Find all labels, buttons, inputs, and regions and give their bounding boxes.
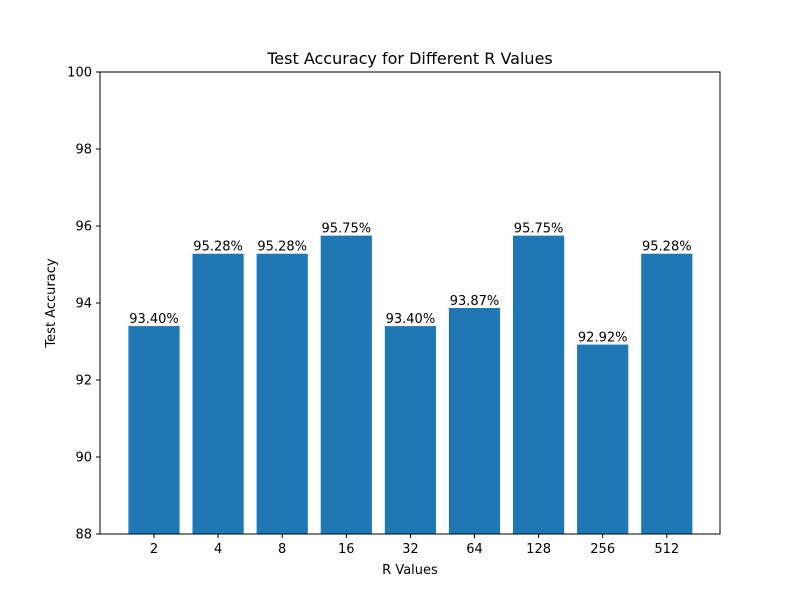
bar-value-label: 93.40% (129, 312, 179, 327)
y-axis-label: Test Accuracy (44, 258, 59, 348)
bar-4 (192, 253, 244, 534)
y-tick-label: 94 (75, 297, 92, 312)
bar-64 (448, 308, 501, 534)
y-tick-label: 92 (75, 374, 92, 389)
x-axis-ticks: 2 4 8 16 32 64 128 256 512 (150, 534, 679, 557)
x-tick-label: 16 (338, 542, 355, 557)
bar-16 (320, 235, 372, 535)
x-axis-label: R Values (382, 563, 438, 578)
bar-value-label: 93.87% (450, 294, 500, 309)
x-tick-label: 256 (590, 542, 615, 557)
x-tick-label: 128 (526, 542, 551, 557)
x-tick-label: 2 (150, 542, 158, 557)
chart-title: Test Accuracy for Different R Values (266, 49, 553, 68)
bars-group (128, 235, 693, 535)
bar-256 (577, 344, 629, 534)
bar-value-label: 95.75% (514, 222, 564, 237)
bar-labels-group: 93.40% 95.28% 95.28% 95.75% 93.40% 93.87% 95.7… (129, 222, 691, 346)
x-tick-label: 32 (402, 542, 419, 557)
x-tick-label: 64 (466, 542, 483, 557)
bar-8 (256, 253, 308, 534)
bar-32 (384, 326, 436, 534)
bar-value-label: 95.28% (257, 240, 307, 255)
y-tick-label: 90 (75, 451, 92, 466)
bar-value-label: 95.28% (642, 240, 692, 255)
bar-512 (641, 253, 693, 534)
bar-value-label: 95.75% (322, 222, 372, 237)
bar-value-label: 92.92% (578, 331, 628, 346)
y-axis-ticks: 88 90 92 94 96 98 100 (67, 66, 100, 543)
plot-area-frame (99, 71, 721, 535)
bar-value-label: 93.40% (386, 312, 436, 327)
bar-value-label: 95.28% (193, 240, 243, 255)
y-tick-label: 100 (67, 66, 92, 81)
x-tick-label: 8 (278, 542, 286, 557)
bar-128 (513, 235, 565, 535)
bar-2 (128, 326, 180, 534)
y-tick-label: 88 (75, 528, 92, 543)
x-tick-label: 4 (214, 542, 222, 557)
y-tick-label: 98 (75, 143, 92, 158)
y-tick-label: 96 (75, 220, 92, 235)
x-tick-label: 512 (654, 542, 679, 557)
